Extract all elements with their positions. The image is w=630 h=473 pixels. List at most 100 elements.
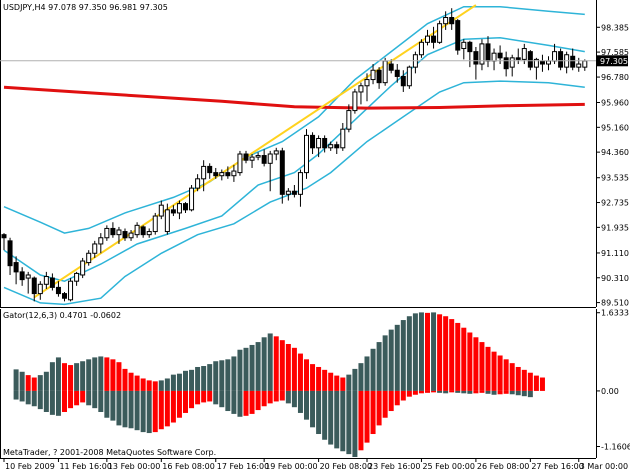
gator-upper-bar (74, 363, 80, 391)
gator-upper-bar (249, 344, 255, 391)
candle-body (491, 52, 497, 62)
candle-body (31, 277, 37, 295)
gator-upper-bar (122, 368, 128, 391)
gator-lower-bar (394, 390, 400, 406)
bollinger-middle-band (3, 36, 585, 282)
candle-body (92, 243, 98, 254)
candle-body (261, 155, 267, 164)
gator-lower-bar (116, 390, 122, 426)
gator-upper-bar (352, 368, 358, 391)
candle-body (201, 165, 207, 180)
candle-body (328, 144, 334, 149)
gator-lower-bar (80, 390, 86, 403)
candle-body (431, 35, 437, 43)
current-price-badge: 97.305 (597, 55, 628, 67)
candle-body (425, 35, 430, 43)
gator-lower-bar (134, 390, 140, 431)
gator-upper-bar (310, 364, 316, 391)
gator-lower-bar (334, 390, 340, 449)
price-axis: 98.385 97.585 96.780 95.960 95.160 94.360 93.5… (596, 23, 629, 308)
gator-upper-bar (152, 381, 158, 391)
gator-upper-bar (503, 359, 509, 391)
candle-body (418, 41, 424, 56)
gator-lower-bar (183, 390, 188, 413)
gator-lower-bar (49, 390, 55, 415)
candle-body (479, 43, 485, 65)
gator-lower-bar (273, 390, 279, 402)
gator-lower-bar (285, 390, 291, 404)
gator-upper-bar (370, 348, 376, 391)
gator-upper-bar (291, 347, 297, 391)
candle-body (406, 66, 412, 87)
gator-lower-bar (485, 390, 491, 394)
candle-body (152, 215, 158, 233)
candle-body (527, 51, 533, 68)
gator-upper-bar (497, 355, 503, 391)
gator-lower-bar (364, 390, 370, 443)
gator-upper-bar (364, 356, 370, 391)
gator-lower-bar (68, 390, 74, 409)
gator-upper-bar (255, 342, 261, 391)
candle-body (25, 274, 31, 279)
gator-upper-bar (146, 380, 152, 391)
candle-body (140, 226, 146, 236)
candle-body (376, 69, 382, 84)
gator-lower-bar (261, 390, 267, 407)
candle-body (80, 260, 86, 276)
candle-body (134, 224, 140, 236)
gator-upper-bar (400, 320, 406, 391)
gator-upper-bar (273, 336, 279, 391)
gator-upper-bar (491, 351, 497, 391)
gator-lower-bar (231, 390, 237, 414)
copyright-footer: MetaTrader, ? 2001-2008 MetaQuotes Softw… (3, 448, 216, 457)
gator-upper-bar (134, 375, 140, 391)
candle-body (461, 41, 467, 50)
candle-body (485, 43, 491, 62)
gator-lower-bar (291, 390, 297, 408)
gator-upper-bar (539, 377, 545, 391)
gator-upper-bar (515, 366, 521, 391)
gator-lower-bar (467, 390, 473, 394)
gator-lower-bar (267, 390, 273, 404)
gator-lower-bar (491, 390, 497, 395)
candle-body (62, 293, 67, 299)
gator-upper-bar (509, 363, 515, 391)
candle-body (297, 172, 303, 195)
gator-upper-bar (297, 353, 303, 391)
candle-body (207, 165, 213, 174)
gator-lower-bar (437, 390, 443, 393)
gator-lower-bar (382, 390, 388, 418)
gator-lower-bar (473, 390, 479, 394)
candle-body (243, 153, 249, 161)
gator-lower-bar (146, 390, 152, 434)
gator-lower-bar (31, 390, 37, 407)
gator-lower-bar (86, 390, 92, 406)
time-tick-label: 3 Mar 00:00 (580, 462, 628, 471)
candle-body (334, 144, 340, 149)
candle-body (509, 57, 515, 68)
price-tick-label: 94.360 (601, 148, 629, 157)
gator-lower-bar (509, 390, 515, 395)
candle-body (352, 91, 358, 112)
gator-lower-bar (503, 390, 509, 394)
candle-body (358, 85, 364, 93)
time-tick-label: 16 Feb 08:00 (162, 462, 214, 471)
candle-body (304, 134, 309, 174)
candle-body (515, 57, 521, 60)
candle-body (310, 134, 316, 149)
candle-body (346, 110, 352, 130)
gator-upper-bar (376, 342, 382, 391)
gator-lower-bar (310, 390, 316, 428)
gator-lower-bar (461, 390, 467, 394)
price-tick-label: 95.960 (601, 99, 629, 108)
gator-lower-bar (521, 390, 527, 397)
gator-upper-bar (533, 375, 539, 391)
gator-upper-bar (521, 369, 527, 391)
gator-upper-bar (322, 369, 328, 391)
gator-lower-bar (74, 390, 80, 406)
candle-body (497, 52, 503, 59)
candle-body (473, 51, 479, 65)
candle-body (43, 276, 49, 285)
gator-lower-bar (176, 390, 182, 418)
